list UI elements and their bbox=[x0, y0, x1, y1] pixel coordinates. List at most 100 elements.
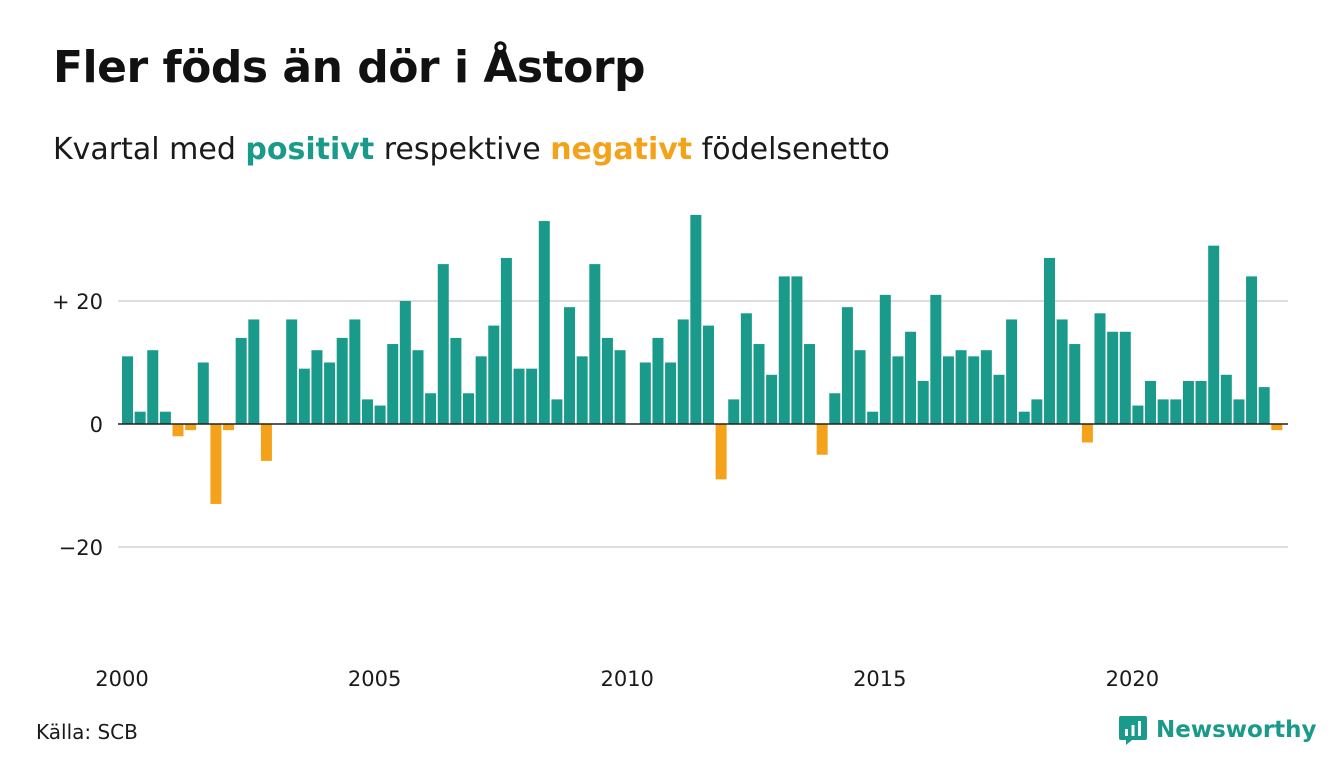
source-note: Källa: SCB bbox=[36, 720, 138, 744]
newsworthy-icon bbox=[1119, 716, 1147, 745]
bar-positive bbox=[993, 374, 1005, 424]
bar-positive bbox=[500, 257, 512, 424]
bar-positive bbox=[968, 356, 980, 424]
bar-positive bbox=[361, 399, 373, 424]
bar-negative bbox=[185, 424, 197, 431]
bar-positive bbox=[538, 221, 550, 424]
bar-positive bbox=[753, 344, 765, 424]
bar-positive bbox=[399, 301, 411, 424]
bar-positive bbox=[1145, 380, 1157, 424]
bar-positive bbox=[286, 319, 298, 424]
bar-positive bbox=[437, 264, 449, 424]
bar-positive bbox=[867, 411, 879, 424]
y-tick-label: −20 bbox=[59, 536, 103, 560]
bar-positive bbox=[412, 350, 424, 424]
chart-subtitle: Kvartal med positivt respektive negativt… bbox=[53, 132, 890, 167]
bar-positive bbox=[841, 307, 853, 424]
x-tick-label: 2010 bbox=[600, 667, 653, 691]
bar-positive bbox=[147, 350, 159, 424]
bar-positive bbox=[1208, 245, 1220, 424]
bar-positive bbox=[134, 411, 146, 424]
bar-positive bbox=[450, 337, 462, 424]
bar-positive bbox=[197, 362, 209, 424]
x-tick-label: 2000 bbox=[95, 667, 148, 691]
subtitle-middle: respektive bbox=[374, 132, 551, 167]
bar-positive bbox=[425, 393, 437, 424]
bar-positive bbox=[1031, 399, 1043, 424]
bar-positive bbox=[1233, 399, 1245, 424]
bar-positive bbox=[1246, 276, 1258, 424]
bar-positive bbox=[917, 380, 929, 424]
bar-positive bbox=[879, 294, 891, 424]
bar-negative bbox=[223, 424, 235, 431]
bar-positive bbox=[677, 319, 689, 424]
bar-positive bbox=[778, 276, 790, 424]
chart-title: Fler föds än dör i Åstorp bbox=[53, 42, 646, 93]
bar-positive bbox=[728, 399, 740, 424]
bar-positive bbox=[564, 307, 576, 424]
bar-positive bbox=[374, 405, 386, 424]
y-tick-label: + 20 bbox=[52, 290, 103, 314]
bar-positive bbox=[639, 362, 651, 424]
bar-positive bbox=[652, 337, 664, 424]
bar-positive bbox=[1119, 331, 1131, 424]
bar-positive bbox=[791, 276, 803, 424]
bar-positive bbox=[980, 350, 992, 424]
subtitle-prefix: Kvartal med bbox=[53, 132, 246, 167]
bar-positive bbox=[589, 264, 601, 424]
bar-positive bbox=[1094, 313, 1106, 424]
x-tick-label: 2020 bbox=[1106, 667, 1159, 691]
bar-positive bbox=[1157, 399, 1169, 424]
bar-positive bbox=[1107, 331, 1119, 424]
bar-positive bbox=[1069, 344, 1081, 424]
bar-positive bbox=[905, 331, 917, 424]
bar-positive bbox=[463, 393, 475, 424]
bar-negative bbox=[1271, 424, 1283, 431]
bar-positive bbox=[955, 350, 967, 424]
bar-positive bbox=[690, 214, 702, 424]
bar-positive bbox=[298, 368, 310, 424]
bar-positive bbox=[1006, 319, 1018, 424]
subtitle-positive-word: positivt bbox=[245, 132, 375, 167]
bar-negative bbox=[210, 424, 222, 504]
bar-positive bbox=[942, 356, 954, 424]
bar-positive bbox=[1220, 374, 1232, 424]
bar-positive bbox=[740, 313, 752, 424]
y-tick-label: 0 bbox=[90, 413, 103, 437]
bar-positive bbox=[614, 350, 626, 424]
bar-positive bbox=[1132, 405, 1144, 424]
bar-positive bbox=[1195, 380, 1207, 424]
bar-negative bbox=[172, 424, 184, 437]
bar-positive bbox=[349, 319, 361, 424]
bar-positive bbox=[576, 356, 588, 424]
bar-negative bbox=[1081, 424, 1093, 443]
bar-negative bbox=[715, 424, 727, 480]
bar-positive bbox=[475, 356, 487, 424]
bar-positive bbox=[1170, 399, 1182, 424]
bar-positive bbox=[892, 356, 904, 424]
bar-positive bbox=[930, 294, 942, 424]
bar-positive bbox=[702, 325, 714, 424]
brand-logo: Newsworthy bbox=[1118, 714, 1317, 746]
bar-positive bbox=[336, 337, 348, 424]
bar-positive bbox=[601, 337, 613, 424]
bar-positive bbox=[551, 399, 563, 424]
bar-positive bbox=[488, 325, 500, 424]
bar-positive bbox=[1043, 257, 1055, 424]
bar-positive bbox=[513, 368, 525, 424]
bar-positive bbox=[766, 374, 778, 424]
bar-positive bbox=[526, 368, 538, 424]
bar-positive bbox=[387, 344, 399, 424]
subtitle-negative-word: negativt bbox=[550, 132, 693, 167]
x-tick-label: 2005 bbox=[348, 667, 401, 691]
bar-positive bbox=[311, 350, 323, 424]
bar-positive bbox=[1056, 319, 1068, 424]
brand-name: Newsworthy bbox=[1156, 717, 1317, 743]
bar-positive bbox=[122, 356, 133, 424]
bar-positive bbox=[324, 362, 336, 424]
bar-positive bbox=[1018, 411, 1030, 424]
bar-positive bbox=[235, 337, 247, 424]
bar-positive bbox=[159, 411, 171, 424]
bar-positive bbox=[1258, 387, 1270, 424]
bar-positive bbox=[1182, 380, 1194, 424]
